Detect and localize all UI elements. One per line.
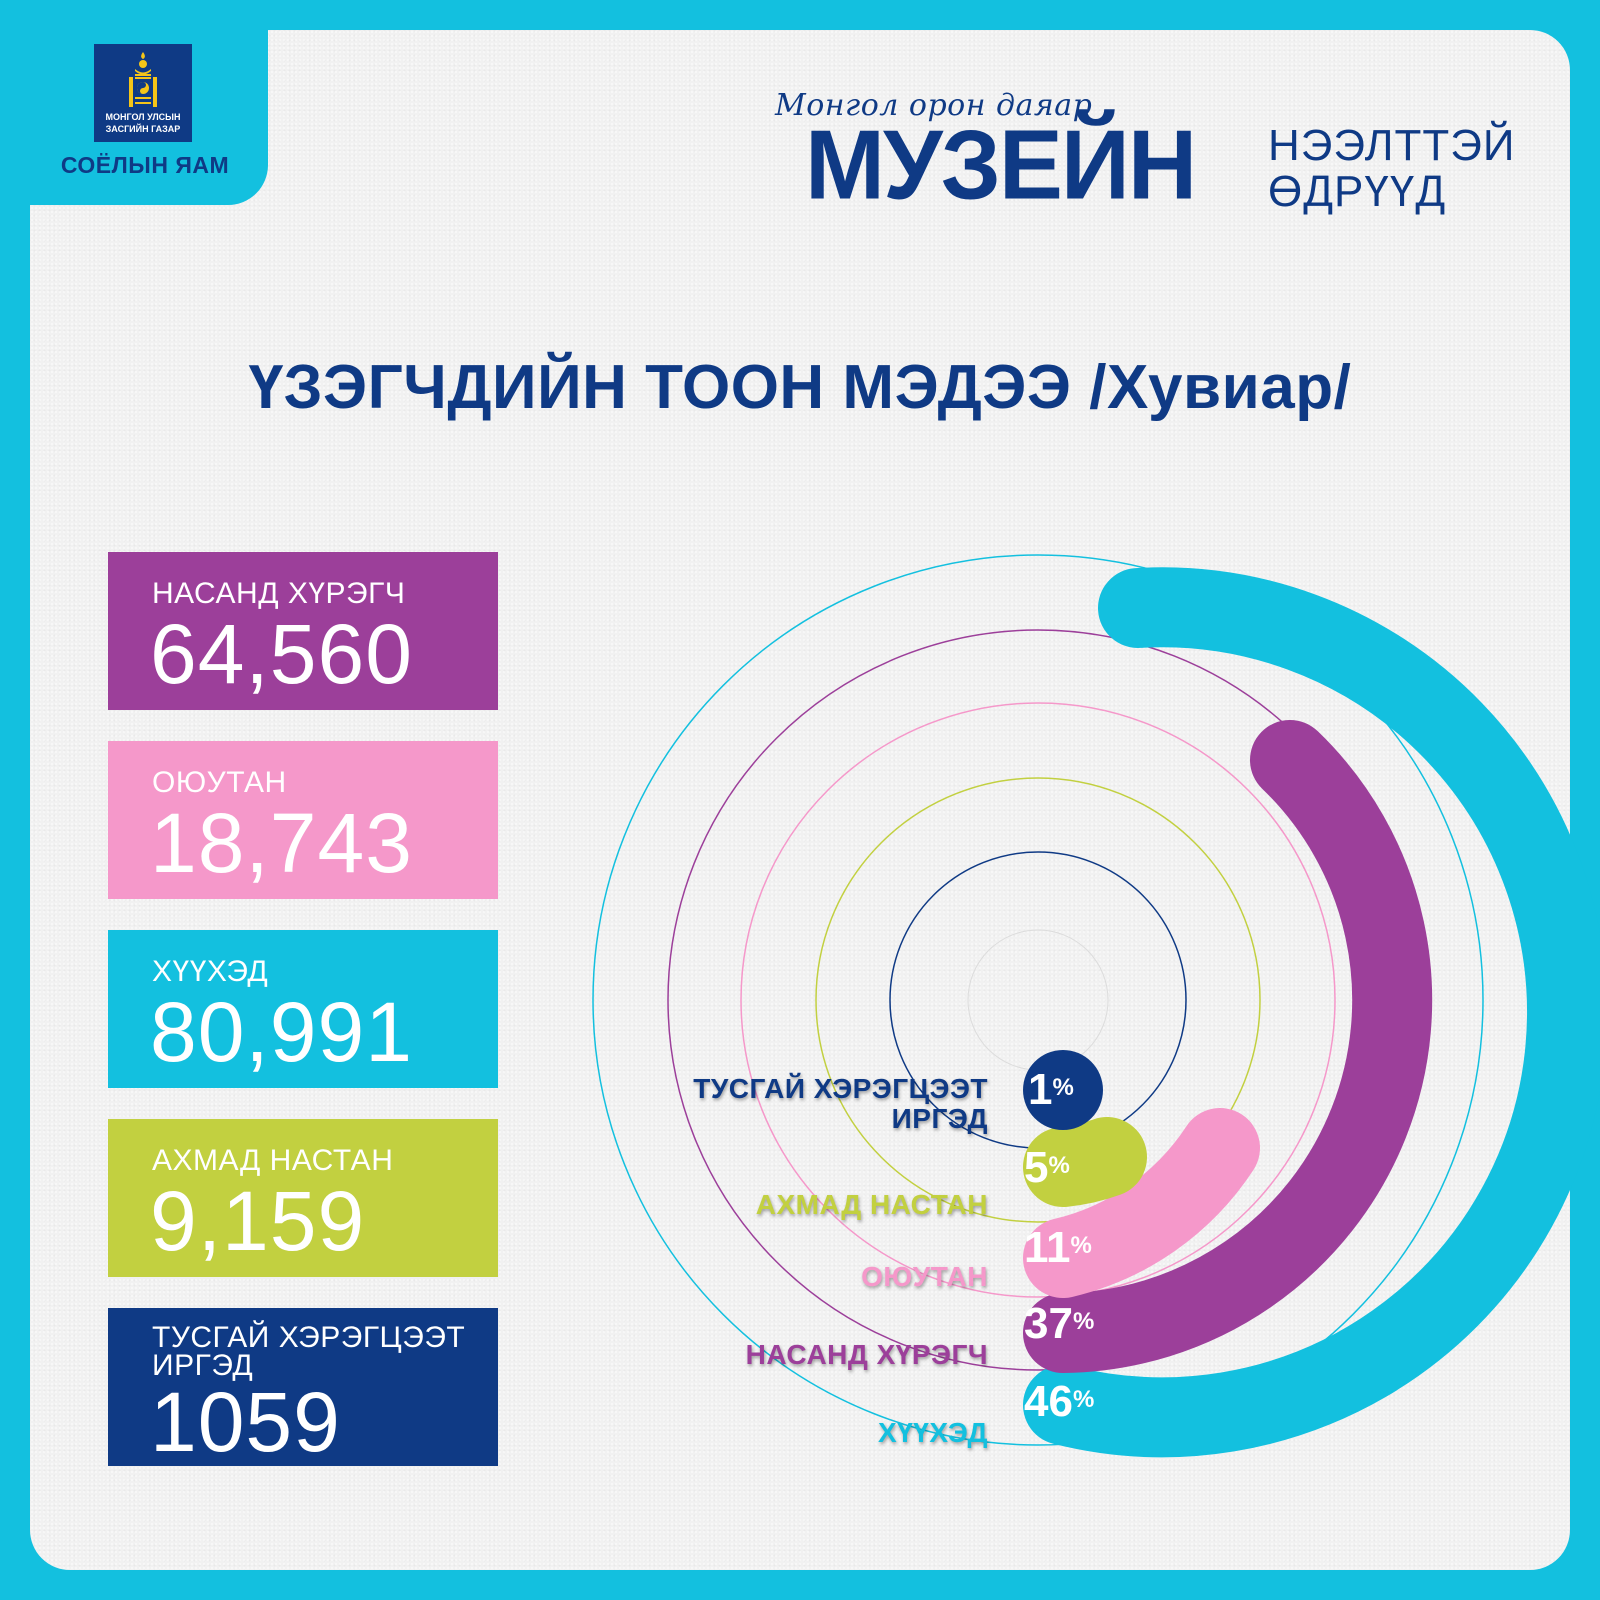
stat-label: НАСАНД ХҮРЭГЧ — [152, 577, 406, 610]
header-script: Монгол орон даяар — [775, 88, 1093, 123]
arc-adults — [1023, 720, 1433, 1373]
stat-label: ТУСГАЙ ХЭРЭГЦЭЭТ ИРГЭД — [152, 1321, 466, 1382]
ministry-name: СОЁЛЫН ЯАМ — [60, 152, 230, 178]
arc-children — [1023, 567, 1600, 1458]
legend-elderly: АХМАД НАСТАН — [755, 1189, 988, 1220]
logo-line2: ЗАСГИЙН ГАЗАР — [105, 124, 181, 134]
header-museum: МУЗЕЙН — [805, 110, 1197, 221]
stat-card-adults: НАСАНД ХҮРЭГЧ 64,560 — [108, 552, 498, 710]
legend-adults: НАСАНД ХҮРЭГЧ — [745, 1339, 988, 1370]
pct-adults: 37% — [1024, 1299, 1095, 1348]
stat-value: 64,560 — [150, 607, 413, 701]
header-open: НЭЭЛТТЭЙ — [1268, 121, 1516, 170]
stat-card-children: ХҮҮХЭД 80,991 — [108, 930, 498, 1088]
arc-elderly — [1023, 1117, 1147, 1207]
stat-value: 9,159 — [150, 1174, 366, 1268]
ring-guide-students — [740, 702, 1336, 1298]
stat-label: АХМАД НАСТАН — [152, 1144, 394, 1177]
page-title: ҮЗЭГЧДИЙН ТООН МЭДЭЭ /Хувиар/ — [248, 353, 1352, 422]
legend-students: ОЮУТАН — [861, 1261, 988, 1292]
ring-guide-inner — [967, 929, 1109, 1071]
stat-value: 18,743 — [150, 796, 413, 890]
pct-special-needs: 1% — [1028, 1065, 1074, 1114]
stat-card-students: ОЮУТАН 18,743 — [108, 741, 498, 899]
stat-label: ОЮУТАН — [152, 766, 287, 799]
arc-special-needs — [1023, 1050, 1103, 1130]
stat-label: ХҮҮХЭД — [152, 955, 269, 988]
stat-value: 80,991 — [150, 985, 413, 1079]
pct-students: 11% — [1024, 1223, 1092, 1272]
stat-card-elderly: АХМАД НАСТАН 9,159 — [108, 1119, 498, 1277]
legend-children: ХҮҮХЭД — [878, 1417, 988, 1448]
legend-special-needs: ТУСГАЙ ХЭРЭГЦЭЭТ ИРГЭД — [693, 1073, 988, 1134]
stat-card-special-needs: ТУСГАЙ ХЭРЭГЦЭЭТ ИРГЭД 1059 — [108, 1308, 498, 1466]
arc-students — [1023, 1108, 1260, 1298]
logo-line1: МОНГОЛ УЛСЫН — [105, 112, 181, 122]
government-logo: МОНГОЛ УЛСЫН ЗАСГИЙН ГАЗАР — [94, 44, 192, 142]
pct-elderly: 5% — [1024, 1143, 1070, 1192]
stat-value: 1059 — [150, 1375, 341, 1469]
pct-children: 46% — [1024, 1377, 1095, 1426]
soyombo-emblem-icon — [129, 52, 157, 107]
header-days: ӨДРҮҮД — [1268, 167, 1447, 216]
ring-guide-elderly — [815, 777, 1261, 1223]
ring-guide-children — [592, 554, 1484, 1446]
